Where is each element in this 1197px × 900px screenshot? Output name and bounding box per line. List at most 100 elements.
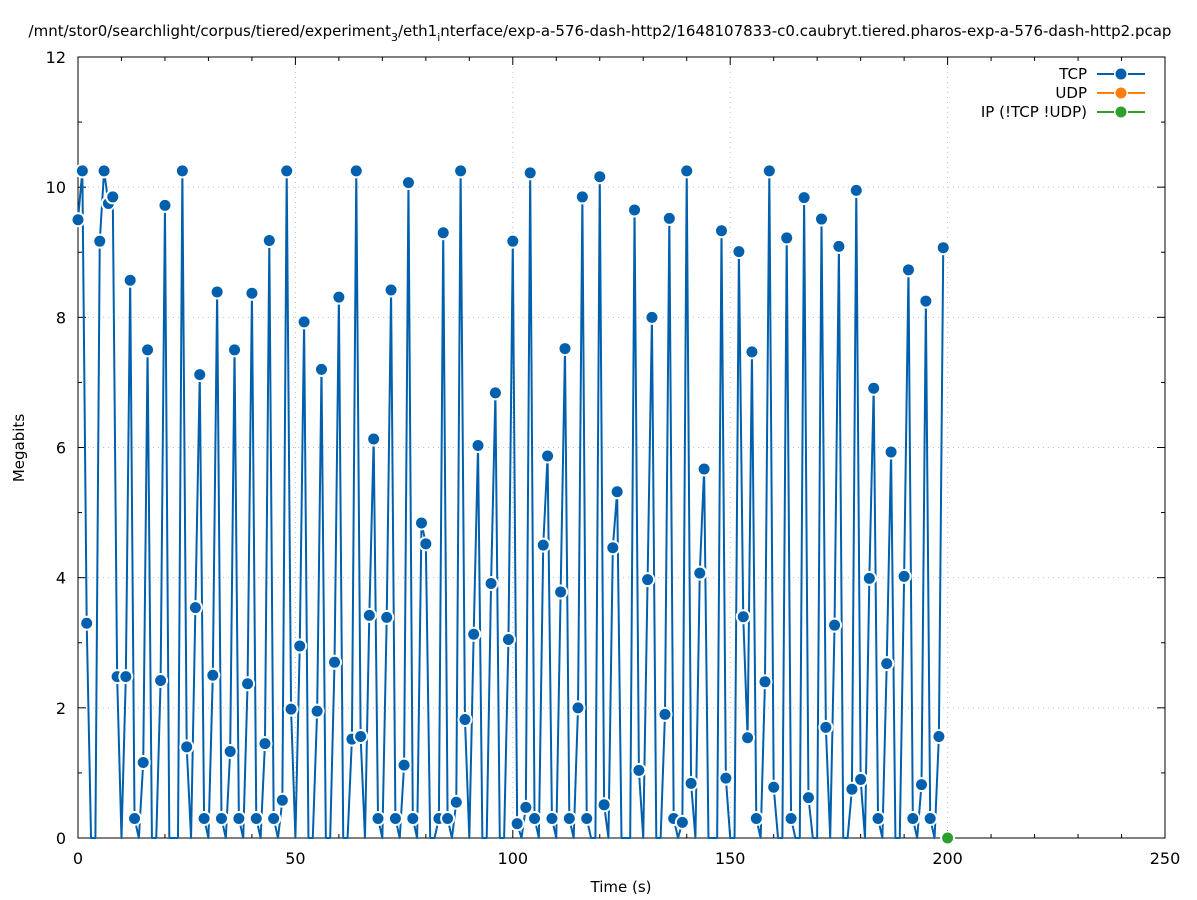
data-point: [233, 812, 245, 824]
data-point: [611, 486, 623, 498]
data-point: [211, 286, 223, 298]
data-point: [215, 812, 227, 824]
y-tick-label: 10: [46, 178, 66, 197]
data-point: [142, 344, 154, 356]
y-tick-label: 6: [56, 439, 66, 458]
data-point: [742, 732, 754, 744]
data-point: [455, 165, 467, 177]
data-point: [907, 812, 919, 824]
data-point: [268, 812, 280, 824]
data-point: [176, 165, 188, 177]
data-point: [294, 640, 306, 652]
data-point: [572, 702, 584, 714]
data-point: [555, 586, 567, 598]
x-tick-label: 150: [715, 849, 746, 868]
x-tick-label: 250: [1150, 849, 1181, 868]
data-point: [207, 669, 219, 681]
data-point: [798, 192, 810, 204]
data-point: [329, 656, 341, 668]
data-point: [642, 574, 654, 586]
data-point: [333, 291, 345, 303]
data-point: [737, 611, 749, 623]
data-point: [194, 369, 206, 381]
data-point: [381, 611, 393, 623]
data-point: [759, 676, 771, 688]
data-point: [107, 191, 119, 203]
data-point: [598, 799, 610, 811]
series-0: [70, 163, 951, 839]
plot-frame: [77, 56, 1166, 839]
data-point: [468, 628, 480, 640]
chart-title: /mnt/stor0/searchlight/corpus/tiered/exp…: [29, 22, 1172, 44]
data-point: [350, 165, 362, 177]
data-point: [663, 212, 675, 224]
data-point: [629, 204, 641, 216]
data-point: [763, 165, 775, 177]
series-2: [940, 830, 956, 846]
data-point: [472, 440, 484, 452]
data-point: [281, 165, 293, 177]
data-point: [511, 818, 523, 830]
data-point: [485, 578, 497, 590]
data-point: [594, 171, 606, 183]
title-middle: /eth1: [398, 22, 437, 40]
data-point: [559, 343, 571, 355]
data-point: [442, 812, 454, 824]
data-point: [385, 284, 397, 296]
data-point: [924, 812, 936, 824]
data-point: [159, 199, 171, 211]
data-point: [646, 311, 658, 323]
data-point: [94, 235, 106, 247]
data-point: [720, 772, 732, 784]
tick-layer: 0 50 100 150 200 250 0 2 4 6 8 10 12: [46, 48, 1181, 868]
data-point: [285, 703, 297, 715]
data-point: [368, 433, 380, 445]
data-point: [402, 177, 414, 189]
data-point: [881, 658, 893, 670]
data-point: [850, 184, 862, 196]
data-point: [276, 794, 288, 806]
data-point: [781, 232, 793, 244]
y-tick-label: 2: [56, 699, 66, 718]
legend-label: IP (!TCP !UDP): [981, 103, 1087, 121]
data-point: [855, 773, 867, 785]
title-sub1: 3: [391, 31, 398, 44]
data-point: [885, 446, 897, 458]
data-point: [916, 779, 928, 791]
data-point: [242, 678, 254, 690]
y-tick-label: 12: [46, 48, 66, 67]
data-point: [250, 812, 262, 824]
data-point: [137, 757, 149, 769]
y-tick-label: 4: [56, 569, 66, 588]
legend-marker: [1115, 87, 1127, 99]
data-point: [833, 240, 845, 252]
data-point: [355, 730, 367, 742]
data-point: [768, 781, 780, 793]
data-point: [502, 633, 514, 645]
data-point: [750, 812, 762, 824]
data-point: [676, 816, 688, 828]
data-point: [816, 213, 828, 225]
data-point: [389, 812, 401, 824]
x-axis-label: Time (s): [590, 878, 652, 896]
data-point: [98, 165, 110, 177]
data-point: [937, 242, 949, 254]
data-point: [659, 708, 671, 720]
data-point: [181, 741, 193, 753]
data-point: [863, 572, 875, 584]
data-point: [576, 191, 588, 203]
data-point: [372, 812, 384, 824]
data-point: [315, 363, 327, 375]
data-point: [72, 214, 84, 226]
data-point: [489, 387, 501, 399]
data-point: [437, 227, 449, 239]
data-point: [694, 567, 706, 579]
data-point: [698, 463, 710, 475]
grid-layer: [78, 57, 1165, 838]
data-point: [681, 165, 693, 177]
data-point: [76, 165, 88, 177]
data-point: [189, 602, 201, 614]
data-point: [872, 812, 884, 824]
data-point: [529, 812, 541, 824]
data-point: [81, 617, 93, 629]
